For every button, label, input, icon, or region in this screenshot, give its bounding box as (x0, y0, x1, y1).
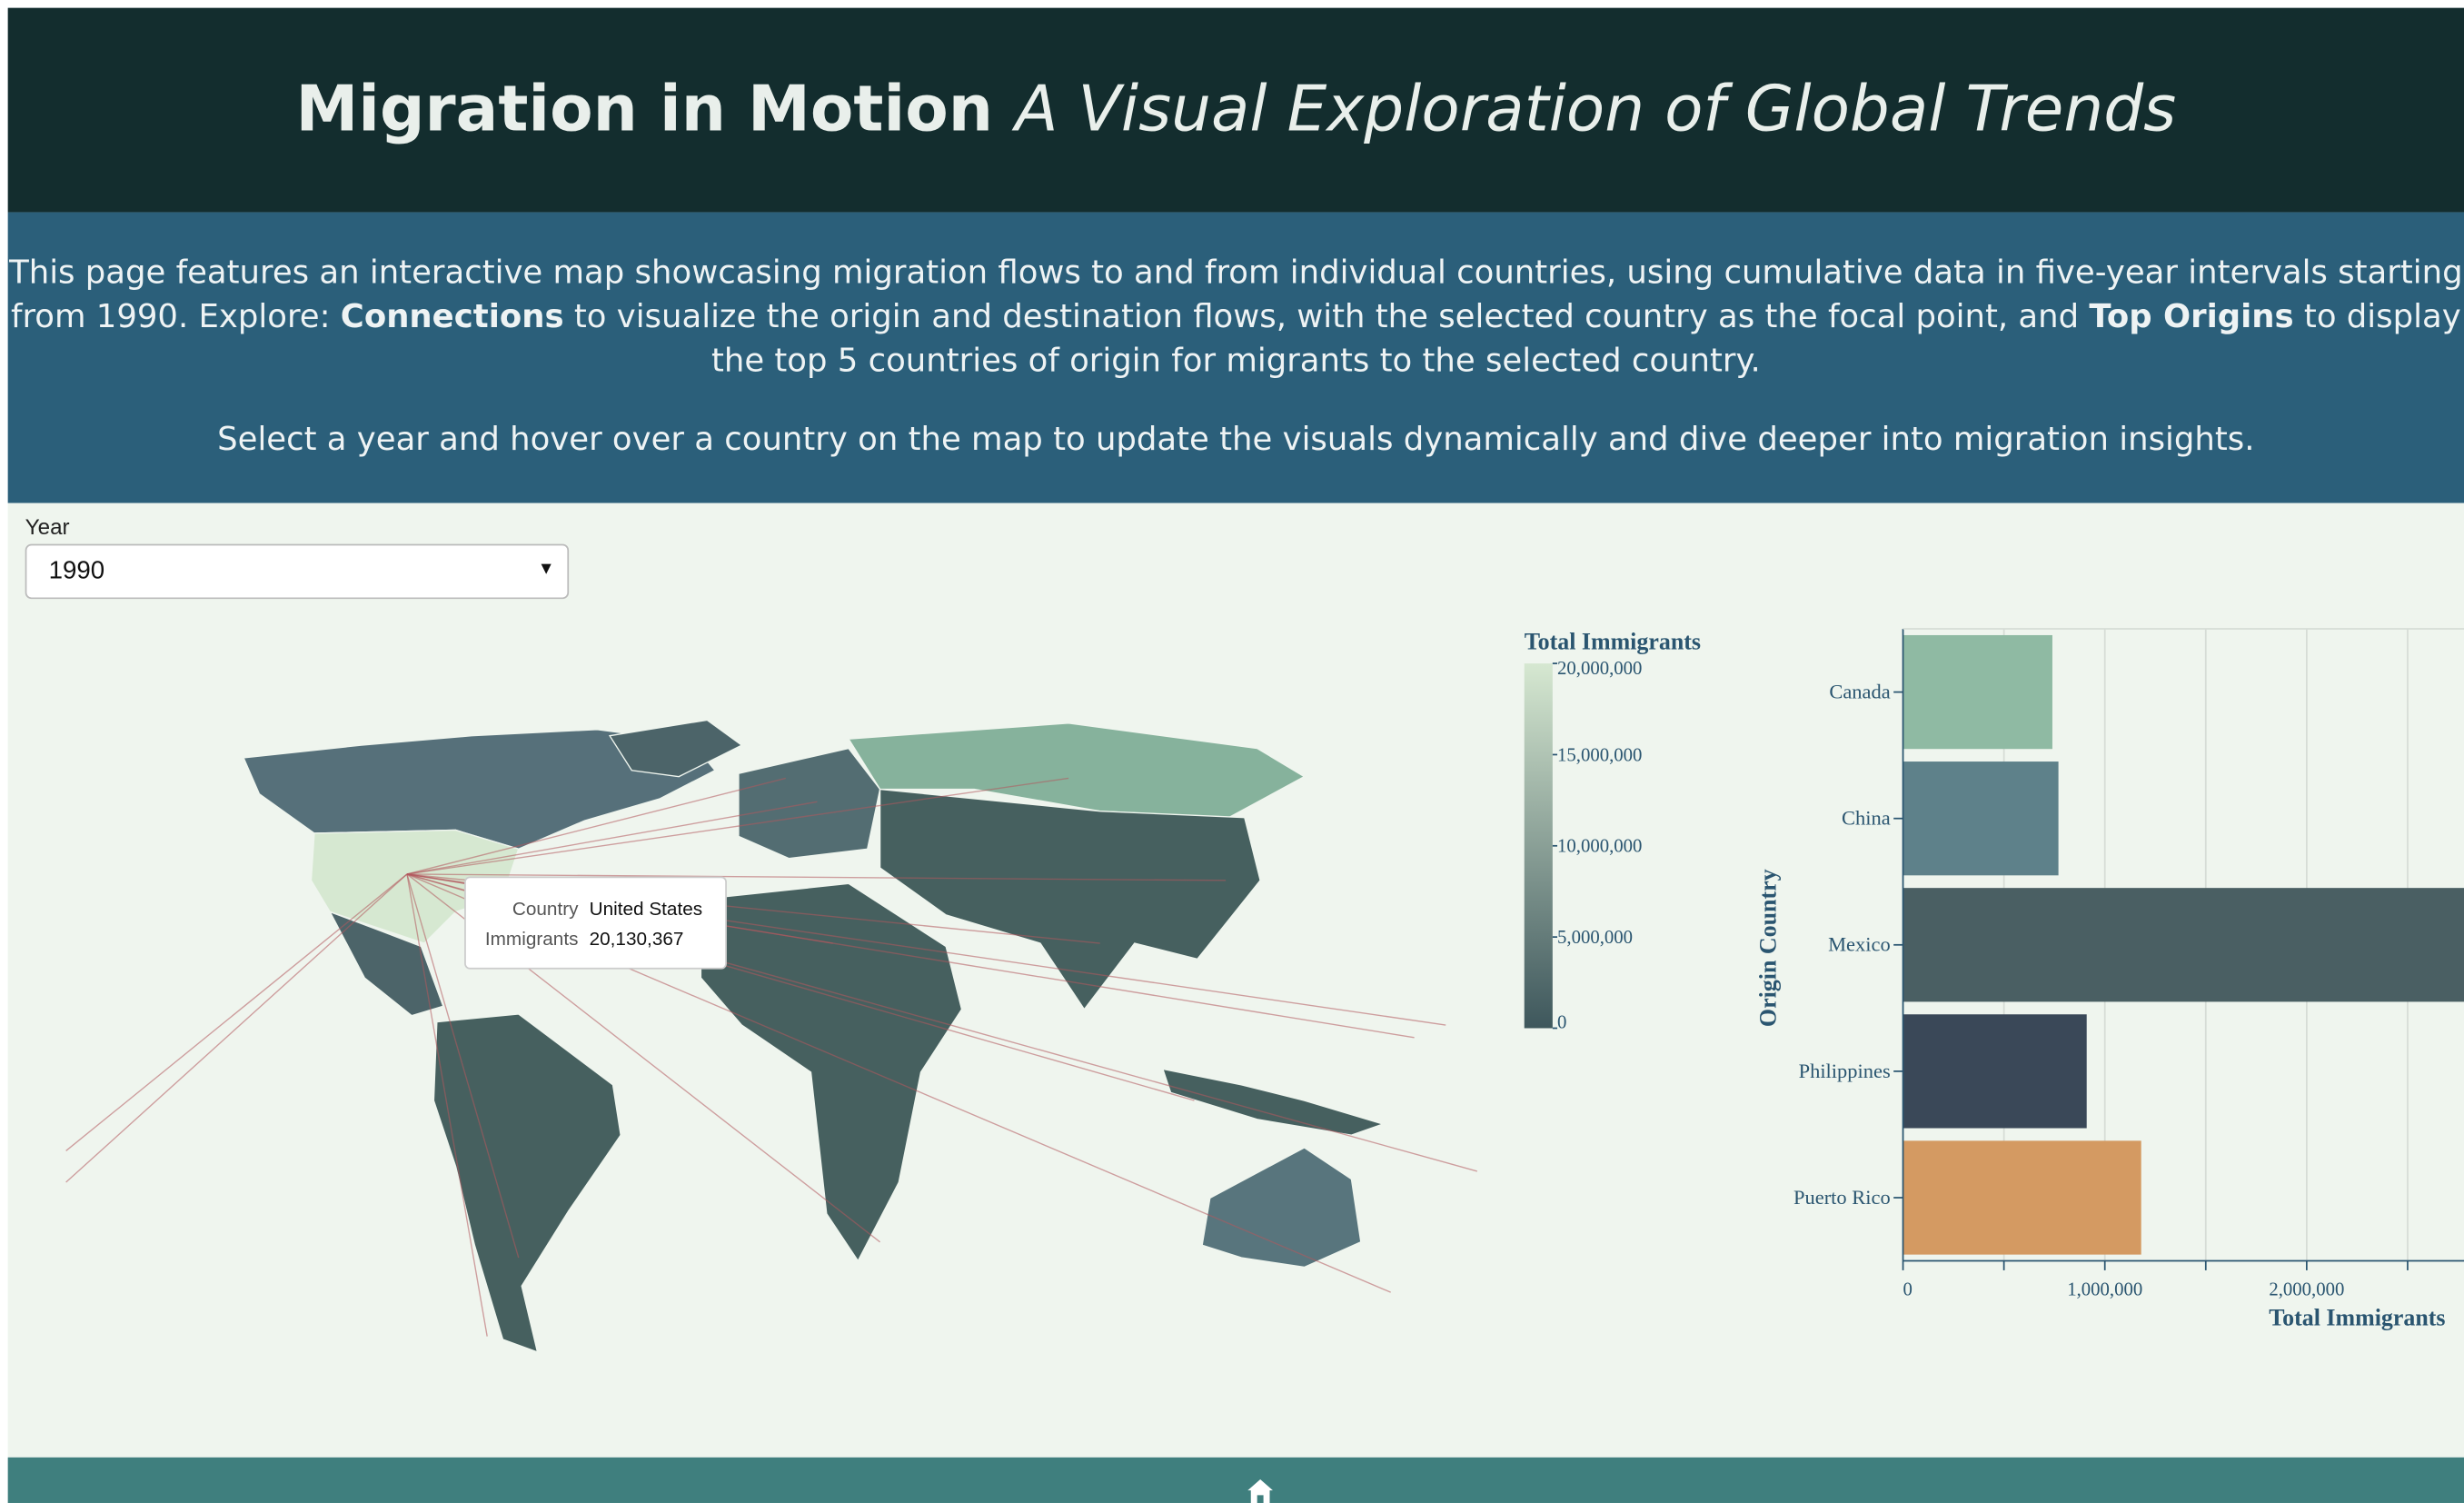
legend-title: Total Immigrants (1525, 629, 1701, 655)
legend: Total Immigrants 0 5,000,000 10,000,000 15,… (1524, 629, 1701, 1032)
tooltip: Country United States Immigrants 20,130,… (464, 876, 727, 970)
y-tick-label: Philippines (1799, 1060, 1891, 1082)
flow-line (406, 873, 520, 1259)
tooltip-box (464, 876, 727, 970)
text: to display the top 5 countries of origin… (710, 296, 2461, 379)
flow-line (406, 777, 786, 875)
tooltip-key: Immigrants (485, 929, 579, 950)
text: This page features an interactive map sh… (9, 253, 2463, 335)
home-shape (1247, 1479, 1273, 1503)
bar (1903, 1014, 2087, 1129)
tooltip-value: United States (590, 899, 703, 920)
country[interactable] (1161, 1068, 1386, 1136)
country[interactable] (432, 1013, 621, 1353)
y-tick-label: Puerto Rico (1793, 1186, 1891, 1209)
intro-paragraph: This page features an interactive map sh… (8, 250, 2464, 382)
text: to visualize the origin and destination … (563, 296, 2090, 335)
bar (1903, 1140, 2141, 1255)
bar (1903, 888, 2464, 1002)
flow-line (406, 801, 818, 875)
legend-tick-label: 0 (1557, 1012, 1566, 1032)
emphasis: Top Origins (2089, 296, 2294, 335)
dropdown-arrow: ▼ (537, 559, 555, 579)
x-tick-label: 1,000,000 (2067, 1280, 2142, 1300)
country[interactable] (608, 719, 743, 778)
instruction: Select a year and hover over a country o… (217, 419, 2255, 458)
title: Migration in Motion (295, 74, 994, 146)
country[interactable] (879, 788, 1261, 1010)
bar (1903, 761, 2059, 876)
x-axis-title: Total Immigrants (2269, 1304, 2445, 1330)
flow-line (65, 873, 408, 1183)
y-axis-title: Origin Country (1754, 869, 1781, 1027)
year-value: 1990 (48, 558, 105, 585)
x-tick-label: 0 (1903, 1280, 1913, 1300)
legend-tick-label: 20,000,000 (1557, 659, 1642, 679)
year-select[interactable]: 1990 ▼ (25, 543, 570, 600)
flow-line (406, 873, 488, 1337)
footer (7, 1457, 2464, 1503)
y-tick-label: China (1842, 807, 1891, 830)
map: Country United States Immigrants 20,130,… (65, 719, 1478, 1353)
y-tick-label: Mexico (1828, 933, 1891, 956)
country[interactable] (328, 911, 444, 1017)
bar-chart: Total Immigrants Origin Country 0 1,000,0… (1754, 628, 2464, 1330)
legend-tick-label: 10,000,000 (1557, 837, 1642, 857)
tooltip-key: Country (512, 899, 579, 920)
subtitle: A Visual Exploration of Global Trends (1015, 74, 2177, 146)
flow-line (65, 873, 408, 1151)
legend-tick-label: 5,000,000 (1557, 928, 1633, 948)
header: Migration in Motion A Visual Exploration… (7, 7, 2464, 213)
y-tick-label: Canada (1829, 681, 1890, 703)
bar (1903, 634, 2052, 750)
x-tick-label: 2,000,000 (2269, 1280, 2344, 1300)
year-label: Year (25, 513, 70, 540)
legend-tick-label: 15,000,000 (1557, 745, 1642, 765)
flow-line (406, 873, 1227, 881)
intro: This page features an interactive map sh… (7, 212, 2464, 503)
legend-gradient (1524, 663, 1553, 1029)
country[interactable] (1201, 1147, 1362, 1269)
tooltip-value: 20,130,367 (590, 929, 684, 950)
home-icon[interactable] (1247, 1478, 1275, 1503)
emphasis: Connections (340, 296, 564, 335)
flow-line (406, 777, 1069, 875)
